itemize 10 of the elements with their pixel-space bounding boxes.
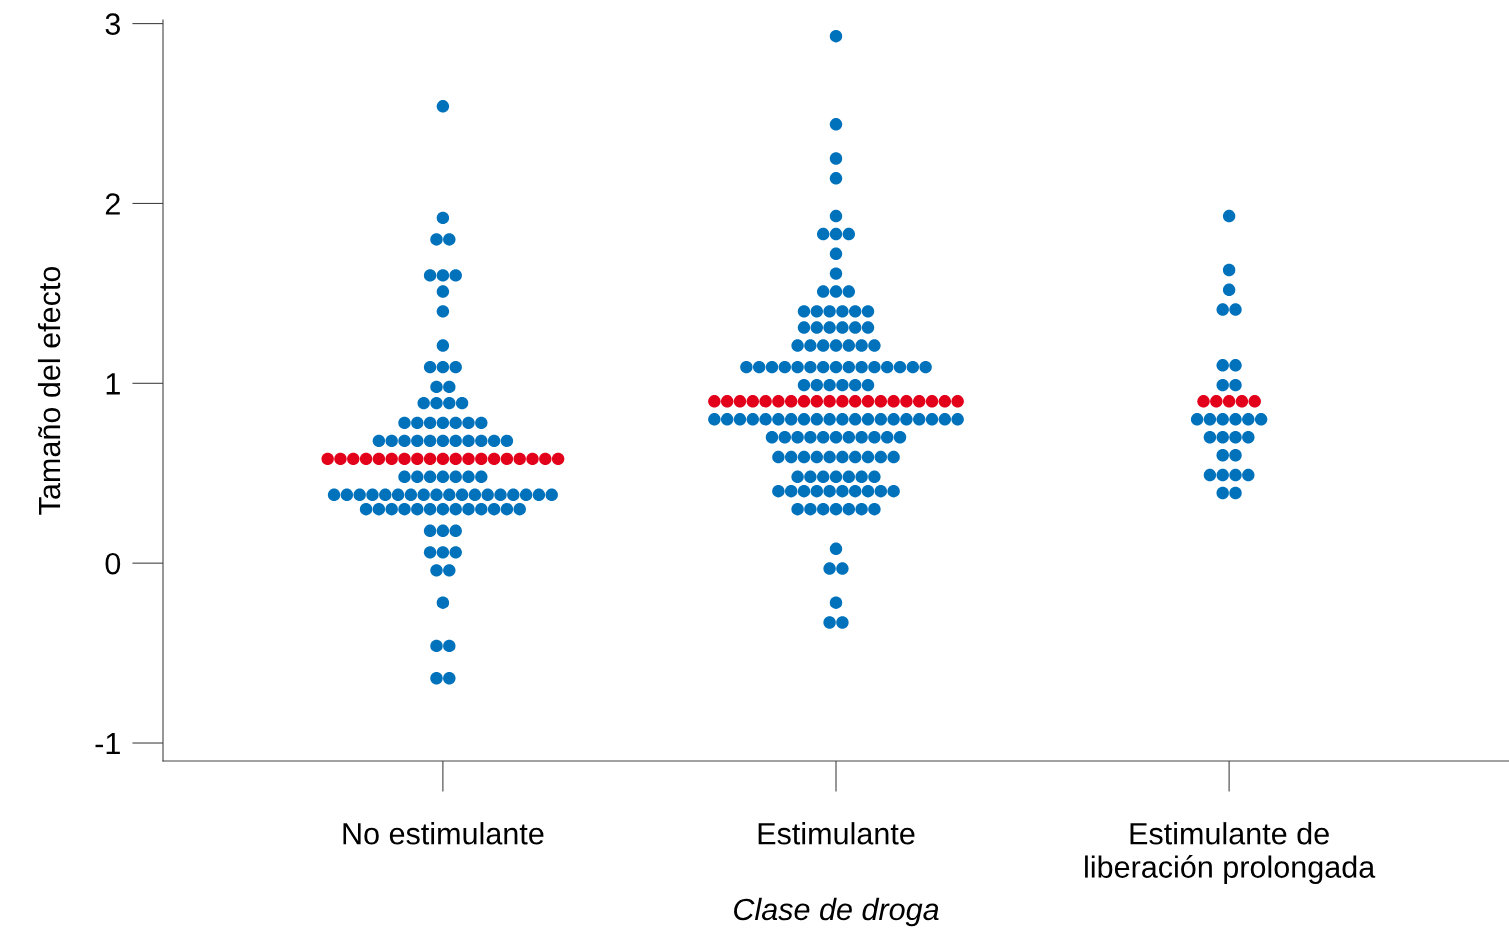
x-tick-label: No estimulante — [343, 822, 544, 845]
x-tick-label: Estimulante — [758, 822, 915, 845]
y-tick-label: 3 — [105, 13, 120, 35]
x-tick-label: Estimulante de liberación prolongada — [1085, 822, 1376, 884]
y-tick-label: -1 — [95, 733, 120, 755]
y-axis-title: Tamaño del efecto — [37, 266, 61, 515]
x-axis-title: Clase de droga — [734, 897, 939, 927]
y-tick-label: 0 — [105, 552, 121, 575]
y-tick-label: 1 — [106, 373, 120, 395]
y-tick-label: 2 — [105, 193, 120, 215]
